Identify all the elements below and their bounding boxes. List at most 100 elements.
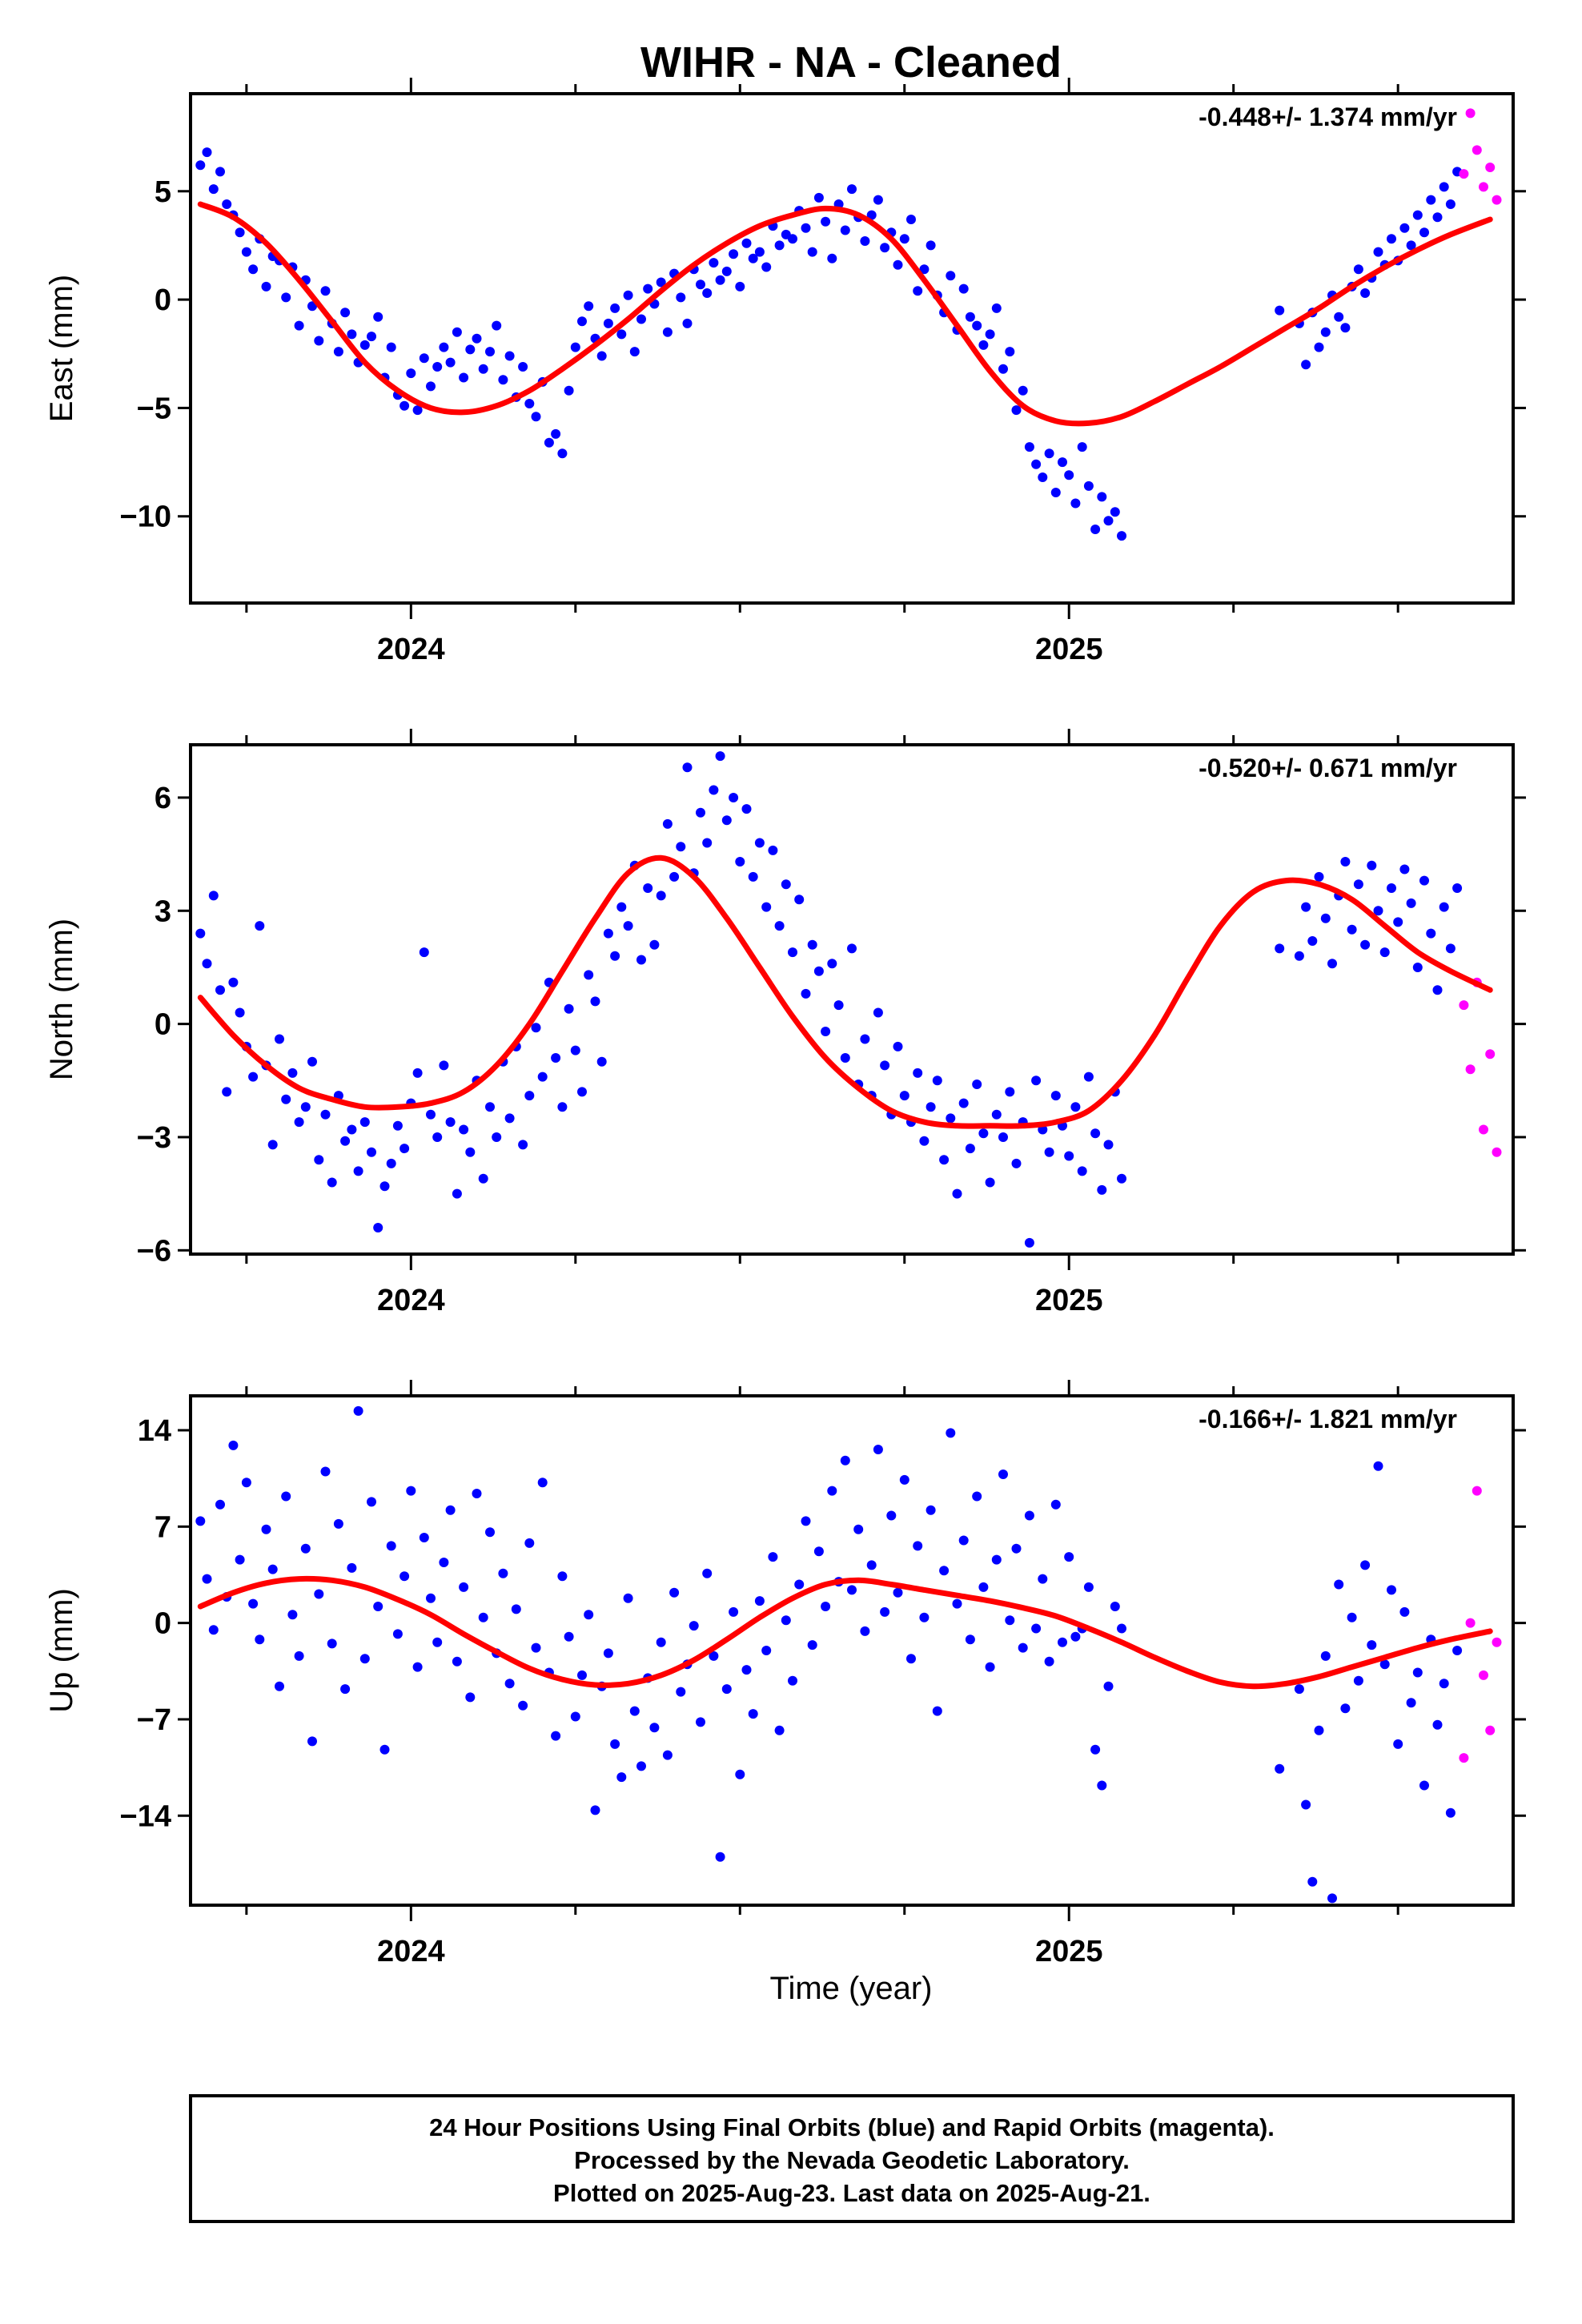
east-final-point (860, 236, 870, 246)
east-final-point (1024, 442, 1034, 452)
up-final-point (662, 1750, 673, 1760)
east-final-point (235, 227, 245, 238)
north-final-point (392, 1120, 403, 1131)
east-final-point (1340, 323, 1351, 333)
north-final-point (972, 1080, 982, 1089)
footer-line-1: 24 Hour Positions Using Final Orbits (bl… (429, 2113, 1275, 2141)
north-final-point (524, 1091, 535, 1101)
east-final-point (636, 314, 646, 324)
east-final-point (965, 312, 975, 322)
up-final-point (1340, 1703, 1351, 1714)
east-final-point (570, 342, 580, 352)
up-final-point (1347, 1612, 1357, 1622)
north-final-point (590, 996, 600, 1007)
up-final-point (373, 1602, 383, 1611)
up-final-point (656, 1637, 666, 1647)
north-final-point (222, 1087, 232, 1097)
up-final-point (689, 1621, 699, 1631)
north-final-point (880, 1060, 890, 1071)
east-final-point (1320, 327, 1331, 337)
north-final-point (821, 1027, 831, 1036)
up-final-point (1393, 1739, 1403, 1749)
north-final-point (584, 970, 594, 980)
up-final-point (913, 1541, 923, 1551)
up-final-point (1307, 1876, 1318, 1887)
north-final-point (919, 1136, 930, 1146)
east-final-point (906, 215, 916, 224)
east-final-point (972, 320, 982, 331)
north-final-point (327, 1177, 337, 1188)
east-final-point (1018, 385, 1028, 396)
east-final-point (1439, 182, 1449, 192)
east-final-point (524, 399, 535, 408)
north-final-point (801, 988, 811, 999)
up-final-point (1387, 1585, 1396, 1595)
north-final-point (1011, 1158, 1022, 1168)
east-final-point (373, 312, 383, 322)
east-final-point (919, 264, 930, 275)
east-final-point (551, 428, 561, 439)
east-final-point (676, 292, 686, 303)
north-y-axis-label: North (mm) (44, 919, 79, 1080)
east-final-point (1353, 264, 1363, 275)
panel-north: 6 3 0 −3 −6 2024 2025 North (mm) -0.520+/- 0.671… (44, 729, 1526, 1317)
up-final-point (735, 1769, 745, 1779)
north-final-point (1044, 1147, 1054, 1157)
east-final-point (616, 329, 627, 340)
east-final-point (813, 192, 824, 203)
up-final-point (866, 1560, 877, 1570)
north-final-point (287, 1068, 298, 1078)
east-rapid-point (1472, 145, 1482, 155)
up-final-point (202, 1574, 212, 1584)
north-final-point (616, 902, 627, 912)
east-final-point (696, 279, 705, 290)
up-final-point (1445, 1807, 1456, 1818)
north-final-point (202, 959, 212, 969)
north-final-point (557, 1102, 568, 1112)
east-final-point (761, 262, 772, 272)
east-final-point (741, 238, 752, 248)
up-final-point (208, 1625, 219, 1635)
east-frame (189, 92, 1515, 605)
up-final-point (452, 1656, 462, 1667)
north-final-point (400, 1144, 410, 1154)
north-final-point (807, 939, 817, 950)
up-final-point (485, 1527, 495, 1538)
north-final-point (228, 977, 239, 987)
north-final-point (518, 1140, 528, 1150)
north-final-point (768, 845, 778, 855)
up-final-point (498, 1568, 508, 1578)
up-final-point (1044, 1656, 1054, 1667)
up-final-point (1031, 1623, 1042, 1634)
north-final-point (991, 1109, 1002, 1120)
north-final-point (281, 1094, 291, 1104)
east-final-point (1387, 234, 1396, 244)
north-final-point (320, 1109, 331, 1120)
up-final-point (267, 1564, 278, 1574)
up-final-point (965, 1634, 975, 1645)
north-final-point (564, 1003, 574, 1014)
east-final-point (656, 277, 666, 287)
up-final-point (1406, 1698, 1416, 1708)
up-final-point (1110, 1602, 1120, 1611)
east-xtick-label: 2024 (377, 633, 445, 666)
east-final-point (1031, 459, 1042, 469)
north-rapid-point (1479, 1124, 1488, 1135)
north-ytick-label: 0 (155, 1008, 171, 1042)
up-final-point (788, 1675, 797, 1686)
east-final-point (577, 316, 587, 327)
east-final-point (478, 364, 488, 374)
north-final-point (439, 1060, 449, 1071)
up-final-point (1373, 1461, 1383, 1471)
up-final-point (636, 1761, 646, 1771)
up-ytick-label: 7 (155, 1510, 171, 1544)
north-frame (189, 743, 1515, 1256)
up-rapid-point (1492, 1637, 1502, 1647)
east-final-point (208, 184, 219, 195)
up-final-point (432, 1637, 443, 1647)
up-final-point (445, 1505, 456, 1515)
north-ytick-label: 6 (155, 782, 171, 815)
east-final-point (662, 327, 673, 337)
up-final-point (774, 1725, 785, 1735)
east-final-point (958, 283, 969, 294)
